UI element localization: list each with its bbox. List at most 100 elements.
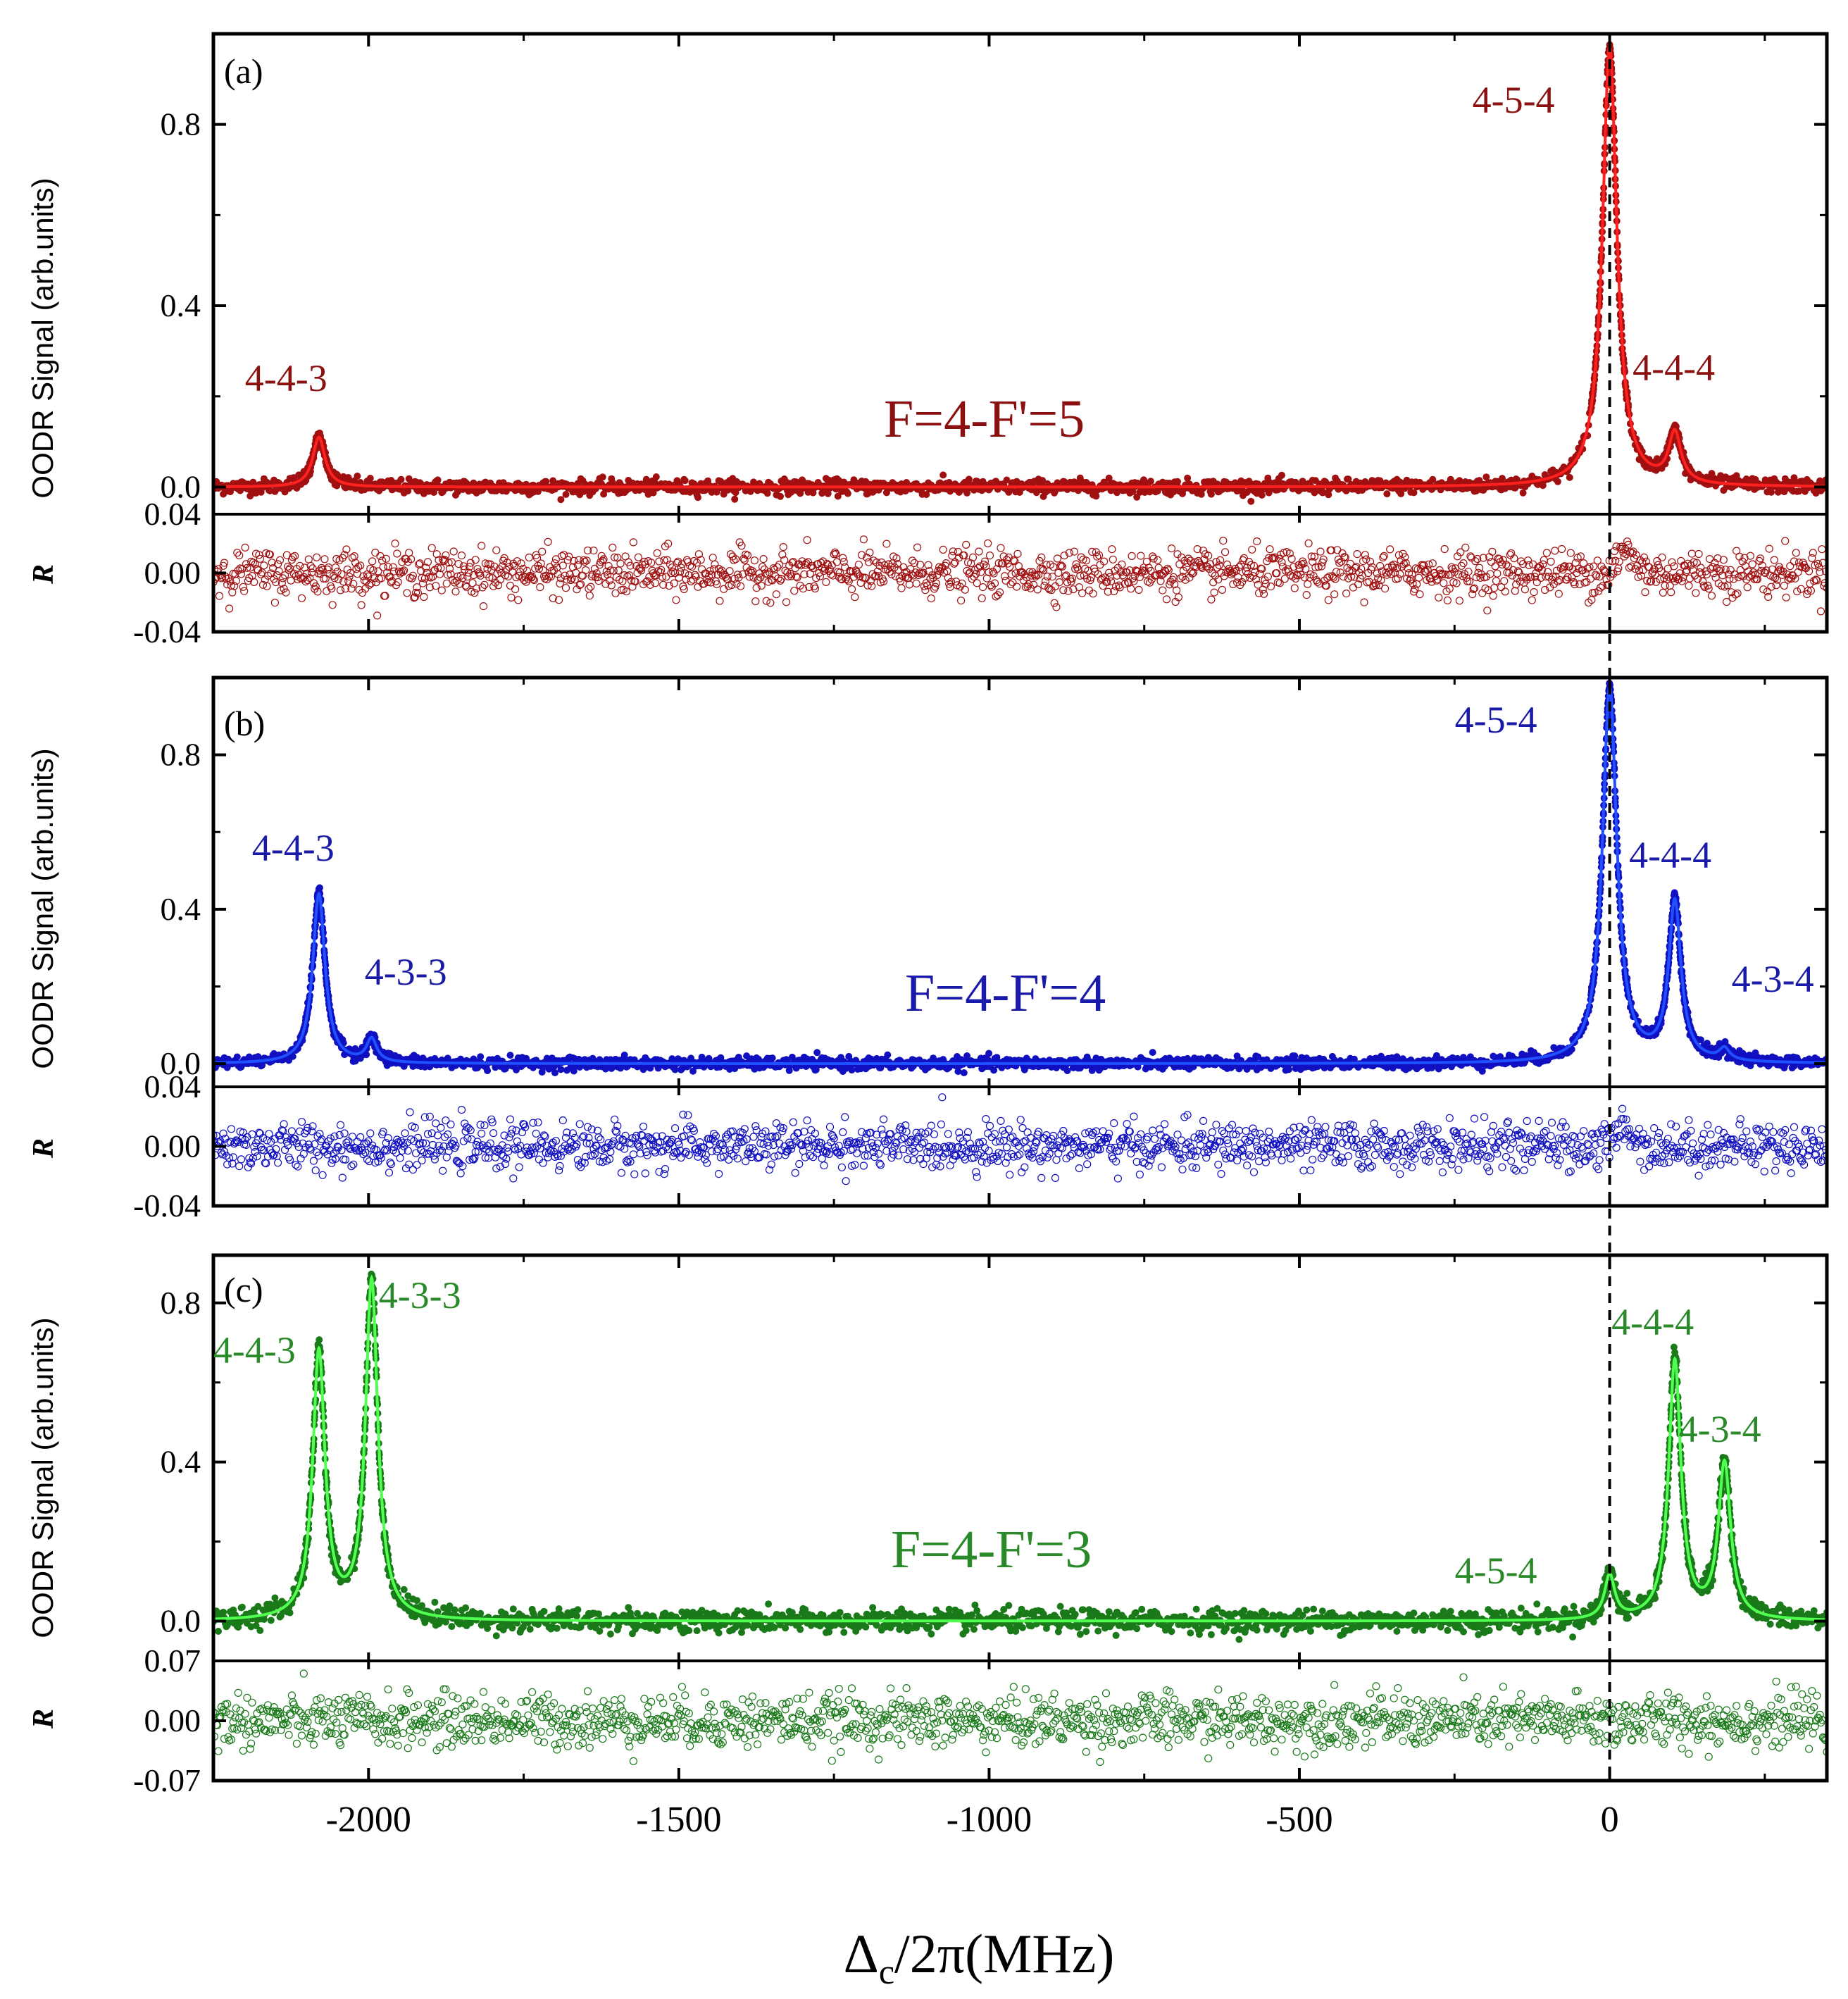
residual-point bbox=[587, 583, 595, 591]
residual-point bbox=[1266, 545, 1274, 554]
residual-point bbox=[1128, 552, 1136, 561]
residual-point bbox=[1304, 580, 1312, 589]
data-point bbox=[1129, 488, 1137, 495]
residual-point bbox=[882, 540, 891, 548]
residual-point bbox=[391, 539, 399, 548]
residual-point bbox=[716, 597, 724, 605]
residual-point bbox=[1040, 581, 1049, 590]
residual-point bbox=[782, 598, 791, 606]
residual-point bbox=[1167, 544, 1176, 553]
residual-point bbox=[803, 536, 811, 544]
residual-point bbox=[1521, 585, 1529, 594]
data-point bbox=[1482, 473, 1490, 481]
residual-point bbox=[1149, 554, 1158, 563]
residual-point bbox=[1530, 587, 1538, 597]
residual-point bbox=[756, 573, 765, 582]
residual-point bbox=[968, 553, 978, 562]
residual-point bbox=[1668, 558, 1676, 566]
residual-point bbox=[1455, 597, 1463, 605]
residual-point bbox=[1483, 606, 1492, 615]
data-point bbox=[1278, 471, 1285, 479]
residual-point bbox=[653, 549, 661, 557]
residual-point bbox=[1500, 577, 1509, 585]
residual-point bbox=[1809, 549, 1817, 557]
residual-point bbox=[1493, 569, 1502, 578]
residual-point bbox=[333, 567, 342, 576]
residual-point bbox=[1106, 573, 1114, 581]
residual-point bbox=[1790, 557, 1799, 566]
residual-point bbox=[912, 579, 920, 588]
residual-point bbox=[1587, 596, 1596, 604]
residual-point bbox=[1542, 549, 1551, 557]
data-point bbox=[1499, 475, 1506, 482]
residual-point bbox=[561, 571, 569, 580]
residual-point bbox=[350, 552, 358, 561]
residual-point bbox=[1792, 549, 1800, 557]
residual-point bbox=[851, 593, 859, 602]
residual-point bbox=[664, 540, 673, 548]
residual-point bbox=[1380, 584, 1390, 593]
data-point bbox=[1344, 475, 1352, 483]
residual-point bbox=[864, 558, 873, 566]
residual-point bbox=[536, 583, 544, 592]
residual-point bbox=[1782, 593, 1790, 602]
residual-point bbox=[616, 559, 625, 568]
residual-point bbox=[331, 563, 339, 572]
data-layer bbox=[213, 41, 1827, 1766]
data-point bbox=[599, 473, 606, 481]
residual-point bbox=[1786, 562, 1794, 571]
data-point bbox=[939, 471, 947, 479]
data-point bbox=[731, 495, 739, 503]
residual-point bbox=[731, 555, 740, 563]
residual-point bbox=[1491, 562, 1499, 571]
residual-point bbox=[1353, 549, 1361, 559]
residual-point bbox=[1172, 586, 1181, 594]
residual-point bbox=[1464, 568, 1473, 576]
residual-point bbox=[1729, 575, 1738, 583]
data-point bbox=[1447, 475, 1454, 483]
residual-point bbox=[608, 543, 617, 552]
data-point bbox=[397, 475, 405, 483]
data-point bbox=[844, 490, 851, 497]
residual-point bbox=[985, 551, 994, 560]
residual-point bbox=[368, 557, 377, 566]
residual-point bbox=[854, 561, 863, 569]
residual-point bbox=[1748, 560, 1756, 568]
data-point bbox=[233, 1053, 241, 1061]
residual-point bbox=[215, 592, 224, 600]
data-point bbox=[1429, 475, 1437, 483]
residual-point bbox=[1670, 562, 1678, 571]
residual-point bbox=[1659, 588, 1667, 597]
residual-point bbox=[1767, 583, 1775, 591]
residual-point bbox=[766, 599, 775, 607]
residual-point bbox=[1440, 544, 1449, 554]
residual-point bbox=[1443, 596, 1451, 605]
residual-point bbox=[1416, 590, 1424, 599]
residual-point bbox=[1428, 559, 1437, 568]
residual-point bbox=[1566, 549, 1575, 557]
residual-point bbox=[1442, 587, 1451, 596]
data-point bbox=[1039, 477, 1047, 485]
residual-point bbox=[451, 587, 460, 596]
residual-point bbox=[458, 574, 467, 583]
residual-point bbox=[1324, 596, 1332, 604]
residual-point bbox=[711, 560, 719, 568]
residual-point bbox=[1055, 578, 1063, 587]
data-point bbox=[1197, 490, 1205, 498]
residual-point bbox=[1052, 603, 1061, 611]
data-point bbox=[557, 1066, 565, 1073]
residual-point bbox=[868, 582, 876, 590]
residual-point bbox=[927, 594, 935, 603]
residual-point bbox=[1435, 593, 1443, 602]
data-point bbox=[763, 490, 771, 497]
residual-point bbox=[538, 547, 547, 556]
residual-point bbox=[263, 582, 271, 590]
residual-point bbox=[437, 586, 446, 594]
data-point bbox=[1566, 473, 1573, 481]
data-point bbox=[1147, 478, 1154, 485]
panel-a-residual-points bbox=[213, 535, 1827, 620]
residual-point bbox=[661, 542, 670, 551]
residual-point bbox=[1386, 545, 1394, 554]
residual-point bbox=[634, 553, 643, 561]
data-point bbox=[434, 476, 442, 484]
